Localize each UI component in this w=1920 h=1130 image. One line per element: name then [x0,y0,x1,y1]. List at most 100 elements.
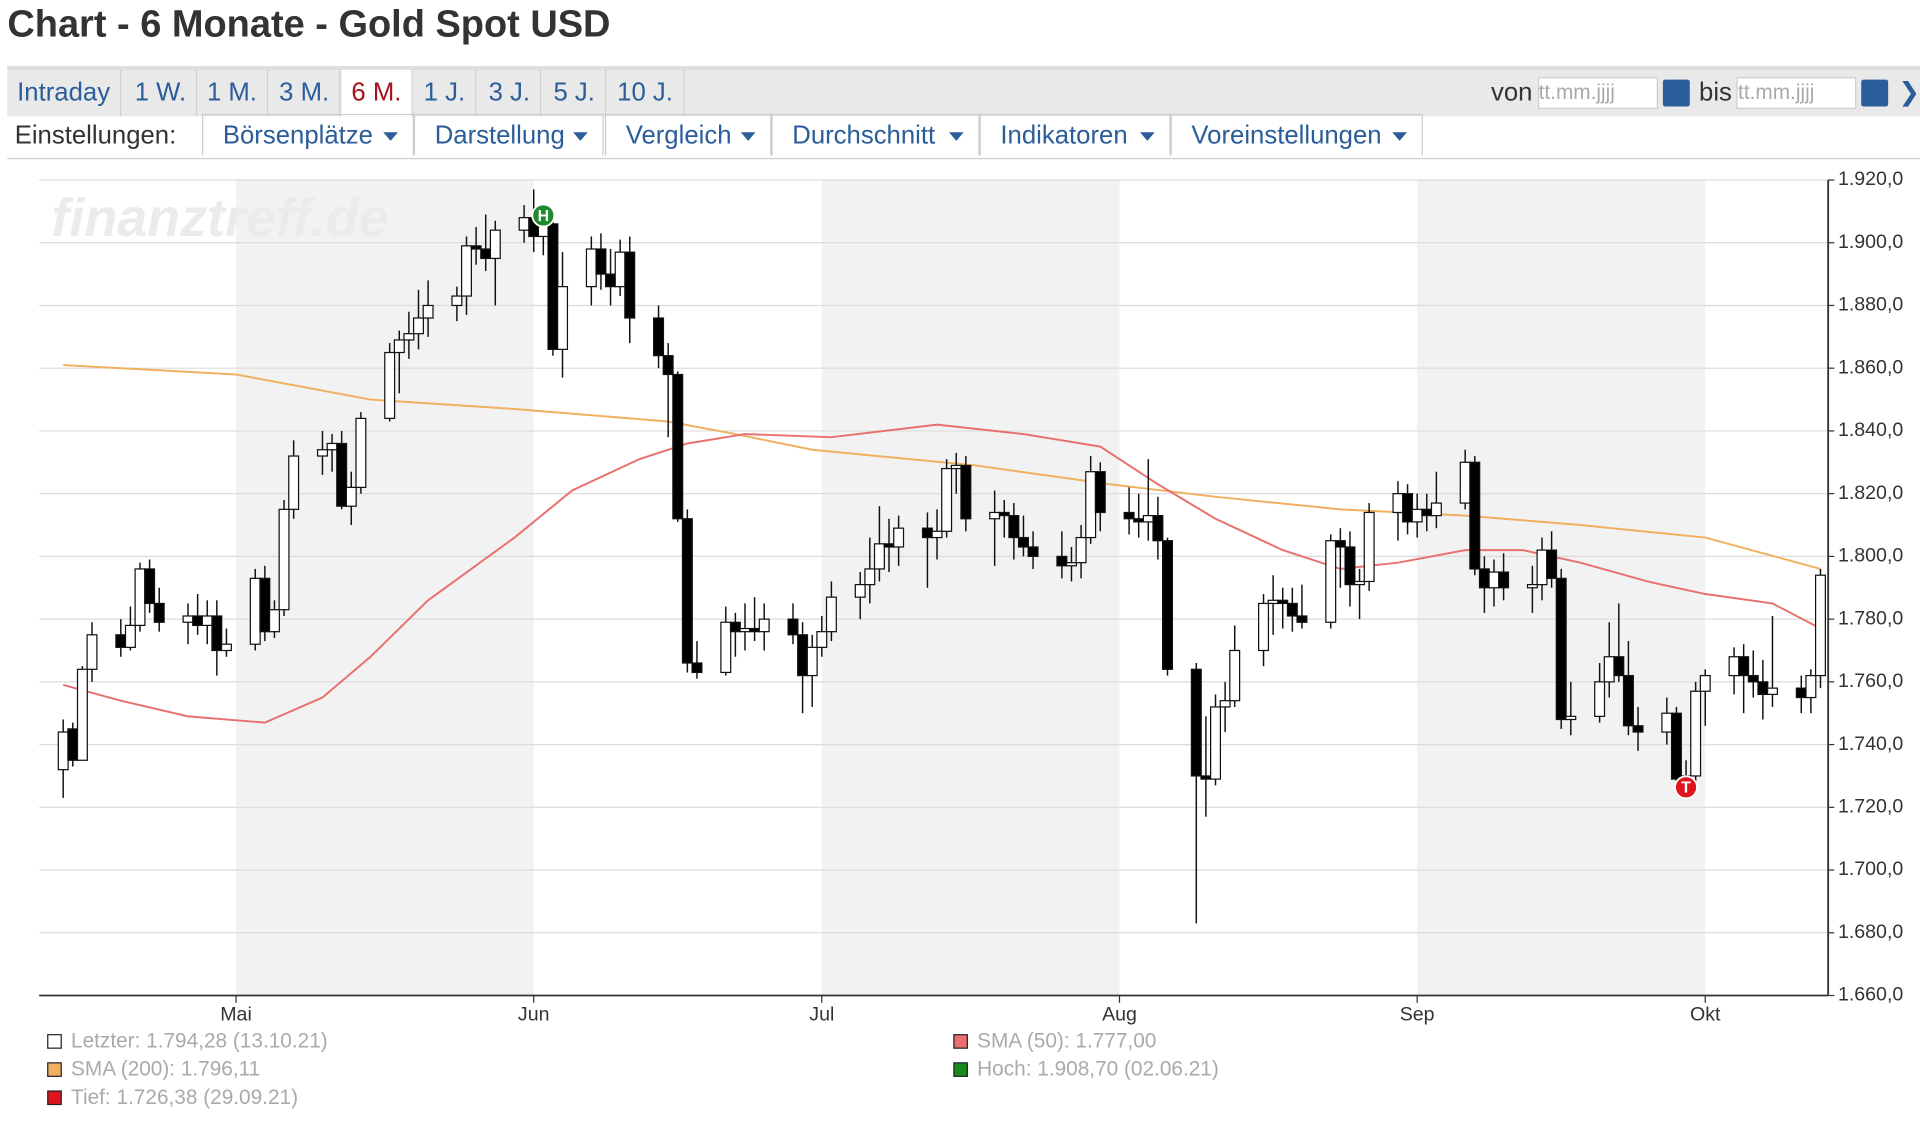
period-tab[interactable]: 10 J. [607,69,684,117]
settings-menu[interactable]: Voreinstellungen [1170,113,1423,156]
x-tick-label: Aug [1102,1003,1137,1025]
candle-body [470,245,482,250]
candle-body [1354,580,1366,586]
candle-body [1421,508,1433,517]
candle-body [1094,471,1106,514]
legend-label: SMA (50): 1.777,00 [977,1030,1156,1053]
legend-label: Tief: 1.726,38 (29.09.21) [71,1086,298,1109]
candle-body [1670,712,1682,780]
candle-body [1267,599,1279,605]
candle-body [355,417,367,488]
candle-body [989,511,1001,520]
settings-label: Einstellungen: [14,121,177,150]
candle-body [57,731,69,771]
candle-body [921,527,933,539]
from-input[interactable]: tt.mm.jjjj [1537,77,1658,110]
candle-body [1142,515,1154,523]
candle-body [1229,649,1241,702]
candle-body [1594,681,1606,717]
candle-body [268,609,280,633]
candle-body [1757,681,1769,696]
period-tab[interactable]: 1 J. [414,69,477,117]
settings-menu[interactable]: Darstellung [413,113,604,156]
candle-body [864,568,876,586]
candle-body [998,511,1010,517]
candle-body [1805,674,1817,699]
candle-body [739,627,751,633]
candle-body [883,543,895,548]
candle-body [1065,562,1077,567]
legend-swatch [47,1062,62,1077]
period-tab[interactable]: Intraday [7,69,122,117]
candle-body [1526,584,1538,589]
candle-body [1430,502,1442,517]
candle-body [480,248,492,260]
period-tab[interactable]: 3 M. [269,69,341,117]
candle-body [893,527,905,548]
candle-body [1488,571,1500,589]
page-title: Chart - 6 Monate - Gold Spot USD [7,2,611,46]
period-tab[interactable]: 6 M. [341,69,413,117]
period-tab[interactable]: 1 M. [197,69,268,117]
candle-body [931,530,943,539]
calendar-icon[interactable] [1861,80,1889,108]
settings-menu[interactable]: Indikatoren [979,113,1171,156]
candle-body [1498,571,1510,589]
settings-menu[interactable]: Vergleich [604,113,772,156]
candle-body [1258,602,1270,652]
candle-body [595,248,607,275]
to-input[interactable]: tt.mm.jjjj [1736,77,1857,110]
period-tab[interactable]: 5 J. [544,69,606,117]
candle-body [460,245,473,297]
sma-line [63,364,1821,570]
candle-body [950,464,962,470]
candle-body [1546,549,1558,579]
candle-body [451,295,463,307]
legend-swatch [47,1034,62,1049]
to-label: bis [1699,78,1732,107]
candle-body [960,464,972,520]
candle-body [729,621,741,633]
candle-body [1555,577,1567,721]
candle-body [720,621,732,674]
candle-body [873,543,885,570]
settings-menu[interactable]: Börsenplätze [202,113,414,156]
candle-body [1085,471,1097,539]
candle-body [1632,725,1644,733]
candle-body [259,577,271,633]
candle-body [1210,706,1222,780]
candle-body [557,286,569,350]
y-tick-label: 1.920,0 [1838,168,1903,190]
candle-body [1814,574,1826,677]
period-tab[interactable]: 3 J. [479,69,542,117]
candle-body [1200,775,1212,780]
candle-body [1622,674,1634,727]
y-tick-label: 1.760,0 [1838,670,1903,692]
candle-body [1699,674,1711,692]
candle-body [797,634,809,677]
candle-body [153,602,165,623]
settings-menu[interactable]: Durchschnitt [771,113,980,156]
candle-body [1344,546,1356,586]
candle-body [1478,568,1490,589]
candle-body [1728,656,1740,677]
legend-label: Letzter: 1.794,28 (13.10.21) [71,1030,328,1053]
candle-body [144,568,156,605]
next-arrow[interactable]: ❯ [1898,78,1920,107]
candle-body [1296,615,1308,623]
candle-body [662,355,674,376]
watermark: finanztreff.de [51,188,388,248]
candle-body [1690,690,1702,777]
period-tab[interactable]: 1 W. [125,69,198,117]
candle-body [1133,518,1145,523]
candle-body [1334,540,1346,548]
y-tick-label: 1.860,0 [1838,356,1903,378]
legend-swatch [953,1062,968,1077]
extreme-marker-label: T [1681,780,1691,797]
candle-body [787,618,799,636]
calendar-icon[interactable] [1662,80,1690,108]
candle-body [653,317,665,357]
candle-body [1363,511,1375,583]
